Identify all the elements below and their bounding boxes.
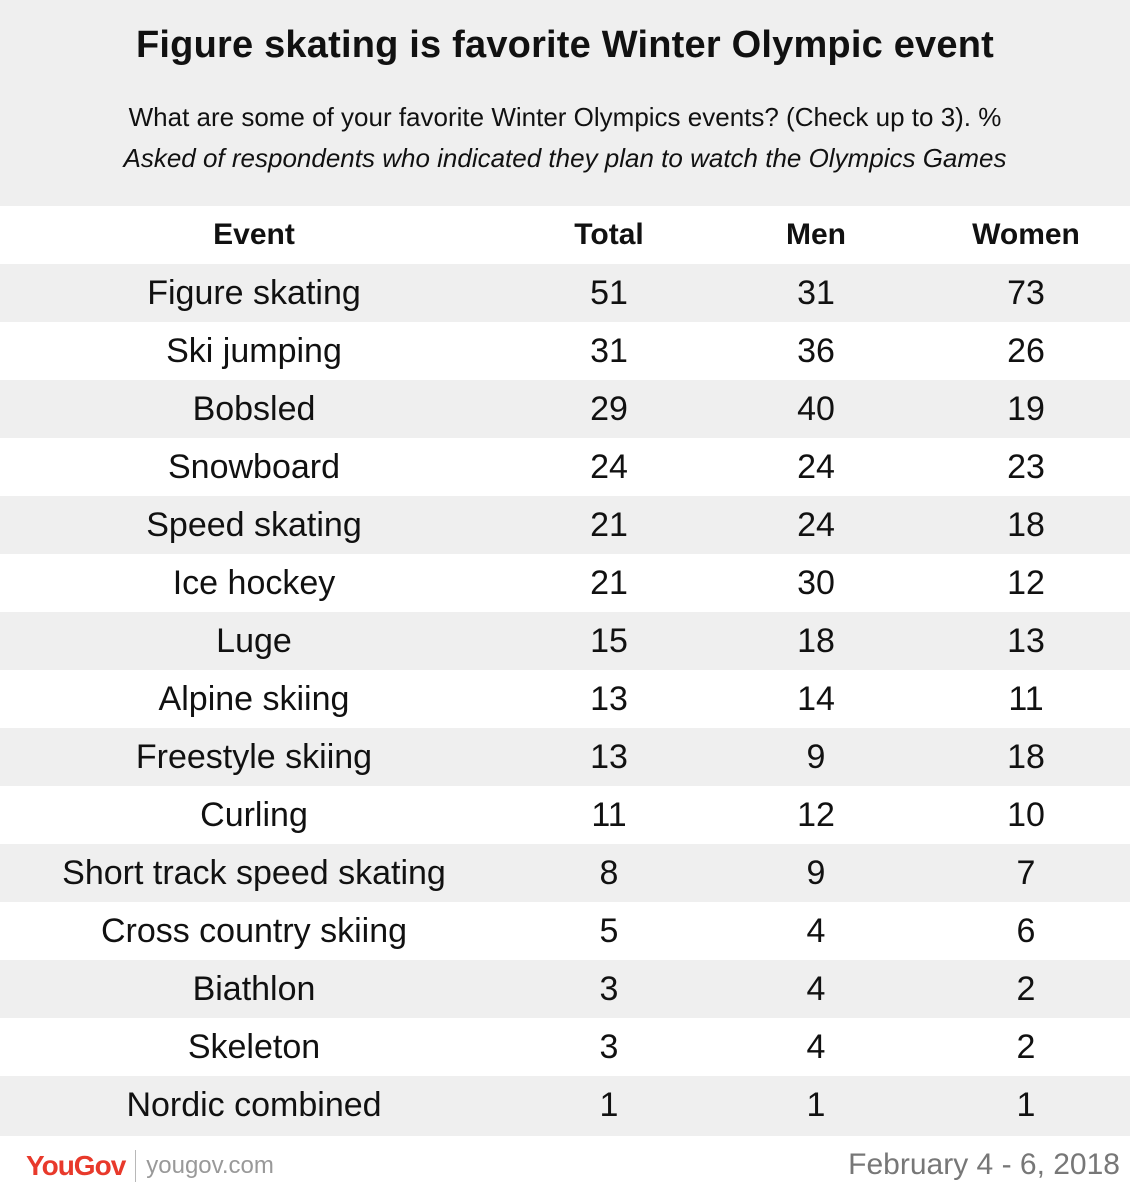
table-cell-total: 15: [590, 621, 628, 660]
table-cell-event: Bobsled: [192, 389, 316, 428]
table-row: Freestyle skiing 13 9 18: [0, 728, 1130, 786]
chart-title: Figure skating is favorite Winter Olympi…: [136, 24, 994, 66]
table-cell-event: Short track speed skating: [62, 853, 446, 892]
table-row: Ski jumping 31 36 26: [0, 322, 1130, 380]
table-row: Biathlon 3 4 2: [0, 960, 1130, 1018]
table-cell-event: Biathlon: [192, 969, 316, 1008]
column-header-women: Women: [972, 218, 1080, 251]
table-cell-total: 21: [590, 563, 628, 602]
logo-text: YouGov: [26, 1150, 126, 1181]
table-cell-women: 2: [1016, 969, 1036, 1008]
table-row: Nordic combined 1 1 1: [0, 1076, 1130, 1134]
table-cell-women: 19: [1007, 389, 1045, 428]
table-header-row: Event Total Men Women: [0, 206, 1130, 264]
table-row: Skeleton 3 4 2: [0, 1018, 1130, 1076]
table-cell-women: 7: [1016, 853, 1036, 892]
table-cell-men: 40: [797, 389, 835, 428]
column-header-total: Total: [574, 218, 644, 251]
table-cell-women: 6: [1016, 911, 1036, 950]
table-cell-total: 13: [590, 679, 628, 718]
table-cell-total: 3: [599, 969, 619, 1008]
table-cell-total: 8: [599, 853, 619, 892]
logo-url: yougov.com: [146, 1152, 274, 1179]
table-row: Cross country skiing 5 4 6: [0, 902, 1130, 960]
table-cell-total: 1: [599, 1085, 619, 1124]
table-cell-women: 23: [1007, 447, 1045, 486]
column-header-event: Event: [213, 218, 295, 251]
table-cell-event: Ski jumping: [166, 331, 342, 370]
table-cell-event: Figure skating: [147, 273, 361, 312]
table-cell-event: Snowboard: [167, 447, 340, 486]
table-cell-women: 73: [1007, 273, 1045, 312]
table-cell-event: Cross country skiing: [100, 911, 408, 950]
table-cell-men: 31: [797, 273, 835, 312]
table-cell-men: 18: [797, 621, 835, 660]
chart-header: Figure skating is favorite Winter Olympi…: [0, 0, 1130, 206]
table-cell-total: 29: [590, 389, 628, 428]
table-cell-women: 18: [1007, 505, 1045, 544]
table-row: Speed skating 21 24 18: [0, 496, 1130, 554]
survey-dates: February 4 - 6, 2018: [848, 1148, 1120, 1181]
table-cell-event: Freestyle skiing: [135, 737, 373, 776]
table-cell-men: 9: [806, 853, 826, 892]
table-row: Figure skating 51 31 73: [0, 264, 1130, 322]
table-cell-men: 24: [797, 505, 835, 544]
table-cell-event: Curling: [200, 795, 308, 834]
table-cell-women: 13: [1007, 621, 1045, 660]
table-cell-women: 1: [1016, 1085, 1036, 1124]
table-cell-total: 21: [590, 505, 628, 544]
table-cell-event: Ice hockey: [172, 563, 336, 602]
table-cell-total: 11: [591, 795, 627, 834]
table-row: Bobsled 29 40 19: [0, 380, 1130, 438]
table-cell-event: Skeleton: [187, 1027, 321, 1066]
table-cell-event: Luge: [216, 621, 292, 660]
table-cell-total: 24: [590, 447, 628, 486]
table-cell-total: 31: [590, 331, 628, 370]
table-row: Alpine skiing 13 14 11: [0, 670, 1130, 728]
data-table: Event Total Men Women Figure skating 51 31…: [0, 206, 1130, 1134]
table-row: Short track speed skating 8 9 7: [0, 844, 1130, 902]
table-cell-men: 4: [806, 1027, 826, 1066]
table-cell-women: 10: [1007, 795, 1045, 834]
yougov-logo: YouGov yougov.com: [26, 1146, 274, 1186]
table-cell-men: 4: [806, 969, 826, 1008]
table-cell-men: 12: [797, 795, 835, 834]
table-cell-event: Nordic combined: [126, 1085, 382, 1124]
table-cell-women: 2: [1016, 1027, 1036, 1066]
table-cell-women: 12: [1007, 563, 1045, 602]
table-row: Curling 11 12 10: [0, 786, 1130, 844]
column-header-men: Men: [786, 218, 846, 251]
table-cell-men: 4: [806, 911, 826, 950]
chart-subtitle: What are some of your favorite Winter Ol…: [128, 102, 1002, 132]
table-cell-total: 5: [599, 911, 619, 950]
table-cell-men: 36: [797, 331, 835, 370]
table-cell-women: 18: [1007, 737, 1045, 776]
table-cell-total: 3: [599, 1027, 619, 1066]
table-row: Ice hockey 21 30 12: [0, 554, 1130, 612]
table-row: Snowboard 24 24 23: [0, 438, 1130, 496]
chart-footer: YouGov yougov.com February 4 - 6, 2018: [0, 1136, 1130, 1192]
logo-divider: [135, 1150, 137, 1182]
table-cell-women: 11: [1008, 679, 1044, 718]
table-cell-women: 26: [1007, 331, 1045, 370]
table-cell-event: Alpine skiing: [158, 679, 350, 718]
table-cell-men: 9: [806, 737, 826, 776]
table-cell-event: Speed skating: [146, 505, 362, 544]
chart-subtitle-note: Asked of respondents who indicated they …: [123, 143, 1007, 173]
table-cell-total: 13: [590, 737, 628, 776]
table-cell-men: 24: [797, 447, 835, 486]
table-cell-men: 14: [797, 679, 835, 718]
table-cell-total: 51: [590, 273, 628, 312]
table-cell-men: 30: [797, 563, 835, 602]
table-row: Luge 15 18 13: [0, 612, 1130, 670]
table-cell-men: 1: [806, 1085, 826, 1124]
